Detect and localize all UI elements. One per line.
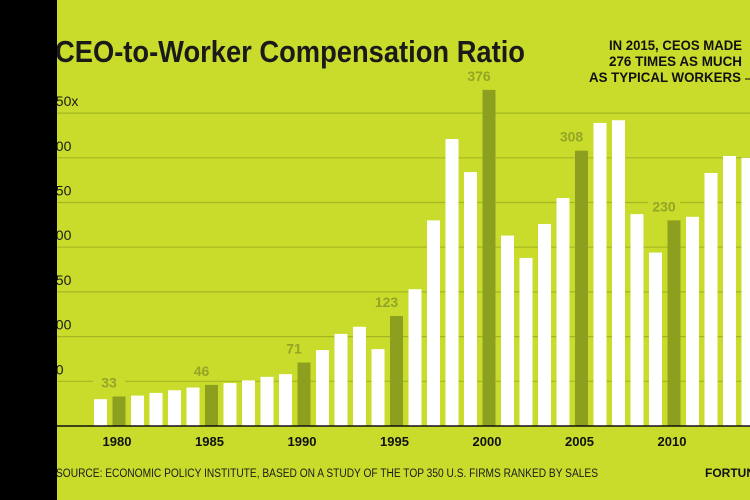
x-tick-label: 1990 (288, 434, 317, 449)
x-tick-label: 1980 (103, 434, 132, 449)
data-label-1995: 123 (375, 294, 399, 310)
source-note: SOURCE: ECONOMIC POLICY INSTITUTE, BASED… (56, 468, 598, 480)
bar-1998 (445, 139, 459, 426)
bar-1981 (131, 395, 144, 426)
bar-2007 (612, 120, 625, 426)
label-background (278, 340, 310, 356)
label-background (555, 128, 588, 144)
annotation-line-3: AS TYPICAL WORKERS (589, 70, 741, 85)
data-label-2000: 376 (467, 68, 491, 84)
bar-1997 (427, 220, 440, 426)
bar-1993 (353, 326, 366, 426)
bar-1991 (316, 350, 329, 426)
bar-1992 (334, 333, 348, 426)
bar-2008 (630, 214, 644, 426)
data-label-1985: 46 (194, 363, 210, 379)
bar-1983 (168, 390, 181, 426)
bar-1999 (464, 172, 477, 426)
data-label-2005: 308 (560, 129, 584, 145)
label-background (185, 362, 218, 378)
bar-2001 (501, 235, 514, 426)
data-label-2010: 230 (652, 198, 676, 214)
annotation: IN 2015, CEOS MADE 276 TIMES AS MUCH AS … (589, 38, 750, 85)
bar-2013 (723, 156, 736, 426)
x-tick-label: 2005 (565, 434, 594, 449)
label-background (463, 67, 495, 83)
fortune-logo: FORTUNE (705, 466, 750, 480)
x-tick-label: 2010 (658, 434, 687, 449)
bar-1979 (94, 399, 107, 426)
x-axis-labels: 1980 1985 1990 1995 2000 2005 2010 (103, 434, 687, 449)
highlight-bar-2000 (482, 89, 496, 426)
highlight-bar-1980 (112, 396, 126, 426)
data-label-1980: 33 (101, 374, 117, 390)
bar-2014 (741, 157, 750, 427)
data-label-1990: 71 (286, 341, 302, 357)
label-background (93, 374, 125, 390)
bar-1984 (186, 387, 200, 426)
bar-1982 (149, 392, 163, 426)
bar-2003 (538, 223, 551, 426)
highlight-bar-1985 (205, 384, 218, 426)
x-tick-label: 1985 (195, 434, 224, 449)
gridlines (0, 112, 750, 382)
bar-2011 (686, 216, 699, 426)
bar-1987 (242, 380, 255, 426)
bars: 33 46 71 123 376 308 230 (93, 67, 750, 427)
label-background (370, 294, 403, 310)
bar-1986 (223, 383, 237, 426)
highlight-bar-2005 (575, 150, 588, 426)
highlight-bar-1995 (390, 316, 403, 426)
bar-2004 (556, 198, 570, 426)
annotation-line-1: IN 2015, CEOS MADE (609, 38, 742, 53)
x-tick-label: 1995 (380, 434, 409, 449)
bar-1988 (260, 376, 274, 426)
bar-2002 (519, 257, 533, 426)
highlight-bar-2010 (667, 220, 681, 426)
bar-1994 (371, 349, 385, 426)
bar-2009 (649, 252, 662, 426)
bar-2012 (704, 172, 718, 426)
x-tick-label: 2000 (473, 434, 502, 449)
bar-1989 (279, 374, 292, 426)
chart-title: CEO-to-Worker Compensation Ratio (55, 34, 525, 69)
label-background (648, 198, 680, 214)
bar-2006 (593, 122, 607, 427)
highlight-bar-1990 (297, 362, 311, 426)
annotation-line-2: 276 TIMES AS MUCH (609, 54, 742, 69)
bar-1996 (408, 289, 422, 426)
left-black-border (0, 0, 57, 500)
